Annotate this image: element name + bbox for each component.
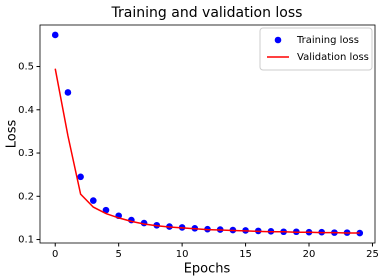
- point: [89, 197, 97, 204]
- plot-frame: [39, 24, 376, 244]
- legend-marker: [274, 36, 282, 44]
- y-tick-label: 0.5: [18, 62, 34, 73]
- legend-box: [259, 27, 373, 71]
- chart-title: Training and validation loss: [111, 5, 303, 21]
- x-axis-label: Epochs: [184, 262, 231, 277]
- x-tick-label: 0: [52, 249, 58, 260]
- point: [102, 206, 110, 214]
- point: [356, 229, 364, 237]
- x-tick-label: 25: [366, 249, 379, 260]
- x-tick-label: 20: [303, 249, 316, 260]
- point: [51, 31, 59, 39]
- y-tick-label: 0.2: [18, 191, 34, 202]
- legend-label: Validation loss: [297, 52, 369, 63]
- line: [54, 68, 360, 234]
- x-tick-label: 5: [115, 249, 121, 260]
- x-tick-label: 15: [239, 249, 252, 260]
- point: [64, 89, 72, 96]
- x-tick-label: 10: [176, 249, 189, 260]
- y-tick-label: 0.3: [18, 148, 34, 159]
- y-tick-label: 0.1: [18, 235, 34, 246]
- point: [77, 173, 84, 181]
- y-tick-label: 0.4: [18, 105, 34, 116]
- legend-label: Training loss: [296, 35, 359, 46]
- y-axis-label: Loss: [5, 120, 20, 149]
